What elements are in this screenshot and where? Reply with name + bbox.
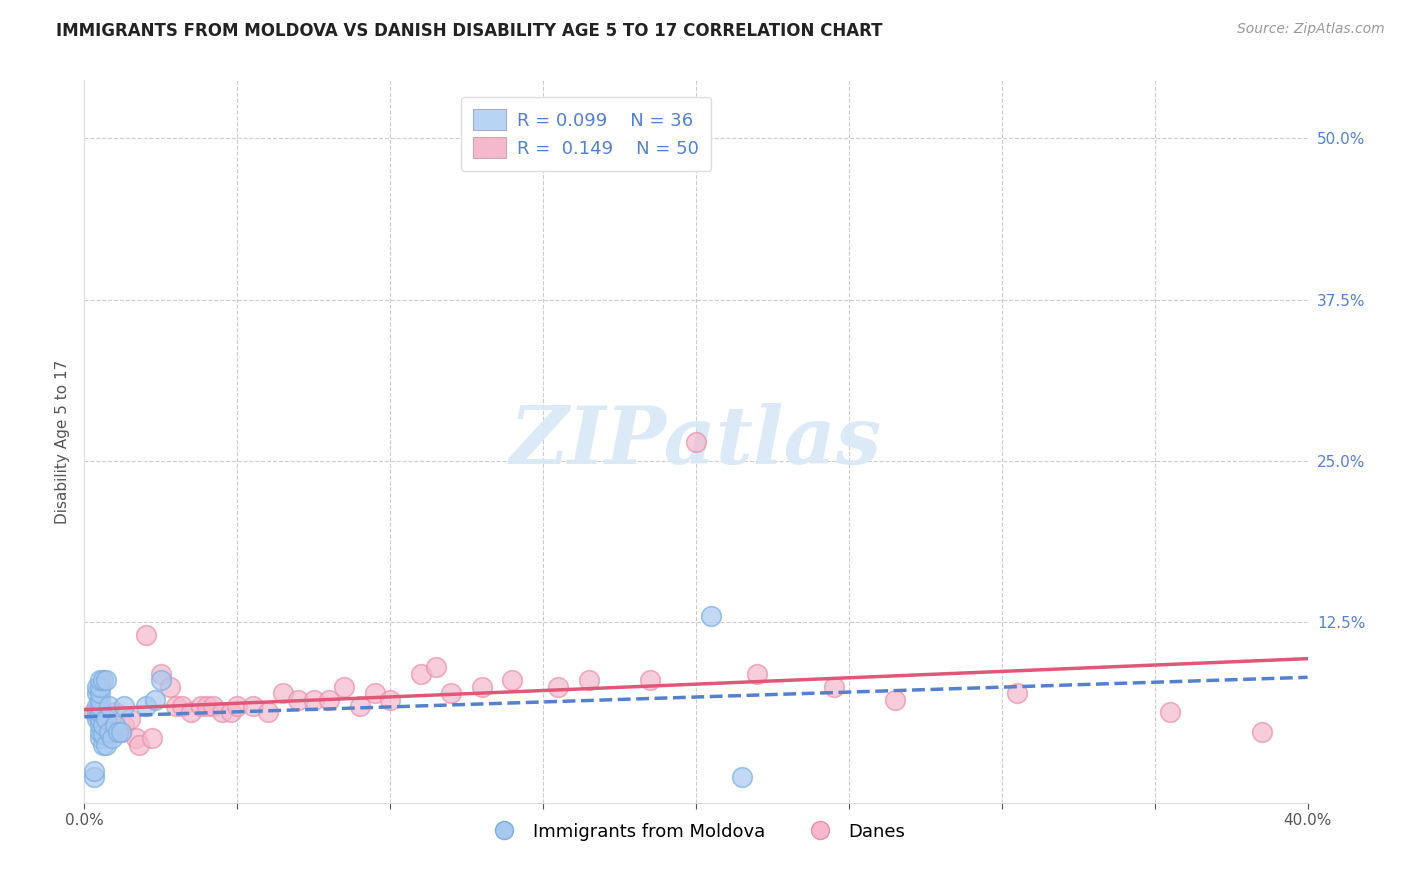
Point xyxy=(242,699,264,714)
Point xyxy=(101,724,124,739)
Point xyxy=(94,718,117,732)
Point xyxy=(219,706,242,720)
Point xyxy=(638,673,661,688)
Point xyxy=(318,692,340,706)
Point xyxy=(380,692,402,706)
Point xyxy=(135,628,157,642)
Point xyxy=(364,686,387,700)
Legend: Immigrants from Moldova, Danes: Immigrants from Moldova, Danes xyxy=(479,815,912,848)
Point xyxy=(94,673,117,688)
Point xyxy=(180,706,202,720)
Point xyxy=(172,699,194,714)
Point xyxy=(271,686,294,700)
Point xyxy=(104,718,127,732)
Point xyxy=(83,706,105,720)
Point xyxy=(135,699,157,714)
Point xyxy=(287,692,309,706)
Point xyxy=(83,764,105,778)
Point xyxy=(425,660,447,674)
Point xyxy=(107,724,129,739)
Point xyxy=(86,680,108,694)
Point xyxy=(547,680,569,694)
Point xyxy=(409,666,432,681)
Point xyxy=(211,706,233,720)
Point xyxy=(125,731,148,746)
Text: Source: ZipAtlas.com: Source: ZipAtlas.com xyxy=(1237,22,1385,37)
Point xyxy=(502,673,524,688)
Point xyxy=(83,770,105,784)
Point xyxy=(1250,724,1272,739)
Point xyxy=(89,724,111,739)
Point xyxy=(89,731,111,746)
Point xyxy=(89,712,111,726)
Point xyxy=(94,738,117,752)
Point xyxy=(86,686,108,700)
Point xyxy=(149,666,172,681)
Point xyxy=(89,673,111,688)
Point xyxy=(333,680,356,694)
Point xyxy=(165,699,187,714)
Point xyxy=(86,712,108,726)
Text: ZIPatlas: ZIPatlas xyxy=(510,403,882,480)
Point xyxy=(97,724,120,739)
Point xyxy=(97,724,120,739)
Point xyxy=(195,699,218,714)
Point xyxy=(89,699,111,714)
Point xyxy=(349,699,371,714)
Text: IMMIGRANTS FROM MOLDOVA VS DANISH DISABILITY AGE 5 TO 17 CORRELATION CHART: IMMIGRANTS FROM MOLDOVA VS DANISH DISABI… xyxy=(56,22,883,40)
Y-axis label: Disability Age 5 to 17: Disability Age 5 to 17 xyxy=(55,359,70,524)
Point xyxy=(1005,686,1028,700)
Point xyxy=(97,699,120,714)
Point xyxy=(471,680,494,694)
Point xyxy=(578,673,600,688)
Point xyxy=(143,692,166,706)
Point xyxy=(104,706,127,720)
Point xyxy=(89,712,111,726)
Point xyxy=(112,699,135,714)
Point xyxy=(86,706,108,720)
Point xyxy=(89,706,111,720)
Point xyxy=(731,770,754,784)
Point xyxy=(823,680,845,694)
Point xyxy=(91,727,114,741)
Point xyxy=(159,680,181,694)
Point xyxy=(128,738,150,752)
Point xyxy=(440,686,463,700)
Point xyxy=(94,712,117,726)
Point xyxy=(107,724,129,739)
Point xyxy=(700,608,723,623)
Point xyxy=(141,731,163,746)
Point xyxy=(120,712,142,726)
Point xyxy=(112,718,135,732)
Point xyxy=(883,692,905,706)
Point xyxy=(257,706,280,720)
Point xyxy=(302,692,325,706)
Point xyxy=(86,699,108,714)
Point xyxy=(1159,706,1181,720)
Point xyxy=(91,718,114,732)
Point xyxy=(91,738,114,752)
Point xyxy=(747,666,769,681)
Point xyxy=(89,686,111,700)
Point xyxy=(89,718,111,732)
Point xyxy=(226,699,249,714)
Point xyxy=(91,673,114,688)
Point xyxy=(110,724,132,739)
Point xyxy=(201,699,224,714)
Point xyxy=(685,434,707,449)
Point xyxy=(89,692,111,706)
Point xyxy=(110,724,132,739)
Point xyxy=(190,699,212,714)
Point xyxy=(101,731,124,746)
Point xyxy=(149,673,172,688)
Point xyxy=(89,680,111,694)
